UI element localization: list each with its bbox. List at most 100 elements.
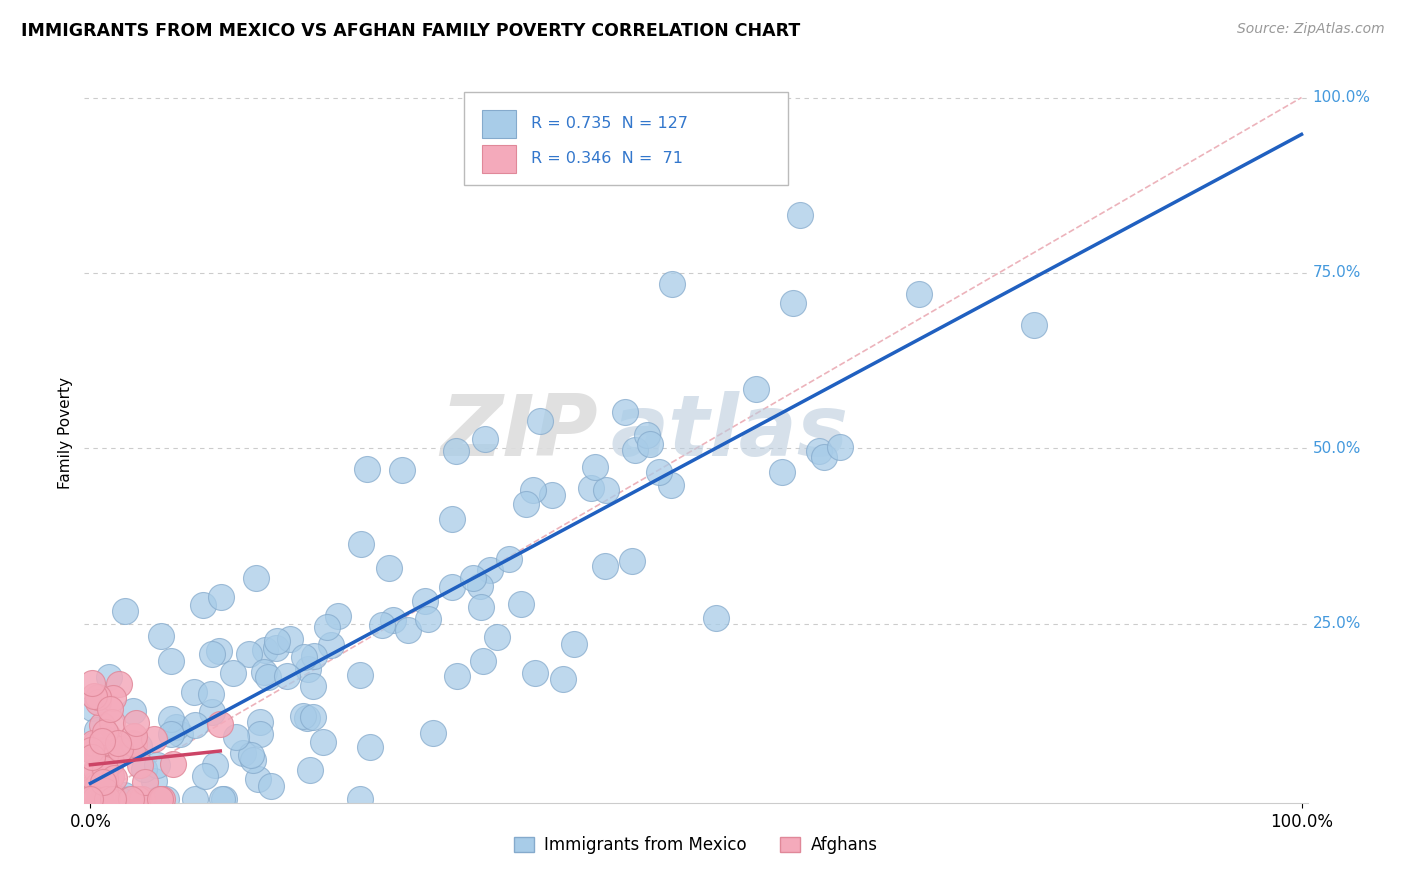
Point [245,571,267,585]
Point [470,579,492,593]
Point [117,792,139,806]
Point [122,736,145,750]
Point [299,763,322,777]
Point [515,497,537,511]
Point [87,778,110,792]
Point [98,701,121,715]
Point [86,723,108,737]
Point [614,404,637,418]
Point [97,729,120,743]
Point [79,792,101,806]
Point [391,463,413,477]
Point [184,792,207,806]
Point [444,444,467,458]
Point [295,711,318,725]
Point [94,725,117,739]
Point [86,690,108,705]
Point [131,792,153,806]
Point [142,731,165,746]
Point [84,737,107,751]
Text: R = 0.735  N = 127: R = 0.735 N = 127 [531,116,688,131]
Point [94,784,117,798]
Point [159,726,181,740]
Point [276,669,298,683]
Point [143,774,166,789]
Point [623,443,645,458]
Point [150,629,173,643]
Point [551,673,574,687]
Point [84,792,107,806]
Point [103,690,125,705]
Point [83,792,105,806]
Point [91,792,114,806]
Point [208,644,231,658]
Point [121,704,143,718]
Point [316,620,339,634]
Point [359,740,381,755]
Point [266,634,288,648]
Point [97,735,120,749]
FancyBboxPatch shape [464,92,787,185]
Point [159,713,181,727]
Point [595,483,617,497]
Point [94,792,117,806]
Point [97,669,120,683]
Point [83,689,105,703]
Point [93,762,115,776]
Point [122,729,145,743]
Point [278,632,301,647]
Point [813,450,835,464]
Point [82,750,104,764]
Point [239,748,262,763]
Point [238,647,260,661]
Point [122,737,145,751]
Point [302,648,325,663]
Point [104,792,127,806]
Point [782,296,804,310]
Point [593,559,616,574]
Point [108,792,131,806]
Point [222,666,245,681]
Point [440,580,463,594]
Point [90,734,112,748]
Point [247,772,270,787]
Point [91,718,114,732]
Point [1024,318,1046,333]
Point [94,750,117,764]
Point [253,665,276,680]
Point [470,600,492,615]
Point [100,769,122,783]
Point [165,720,187,734]
Point [101,789,124,804]
Point [661,478,683,492]
Point [134,762,156,776]
Point [214,792,236,806]
Point [200,687,222,701]
Point [146,757,169,772]
Point [257,669,280,683]
Point [148,792,170,806]
Point [479,563,502,577]
Legend: Immigrants from Mexico, Afghans: Immigrants from Mexico, Afghans [508,830,884,861]
Point [86,746,108,760]
Point [292,650,315,665]
Point [79,792,101,806]
Point [84,777,107,791]
Point [124,715,146,730]
Point [110,742,132,756]
Point [204,758,226,772]
Point [321,638,343,652]
Point [297,661,319,675]
Point [232,746,254,760]
Point [378,561,401,575]
Point [661,277,683,292]
Text: Source: ZipAtlas.com: Source: ZipAtlas.com [1237,22,1385,37]
Point [103,792,125,806]
Point [301,679,323,693]
Point [94,772,117,786]
Point [211,792,233,806]
Point [100,715,122,730]
Point [498,552,520,566]
Point [118,740,141,755]
Point [564,636,586,650]
